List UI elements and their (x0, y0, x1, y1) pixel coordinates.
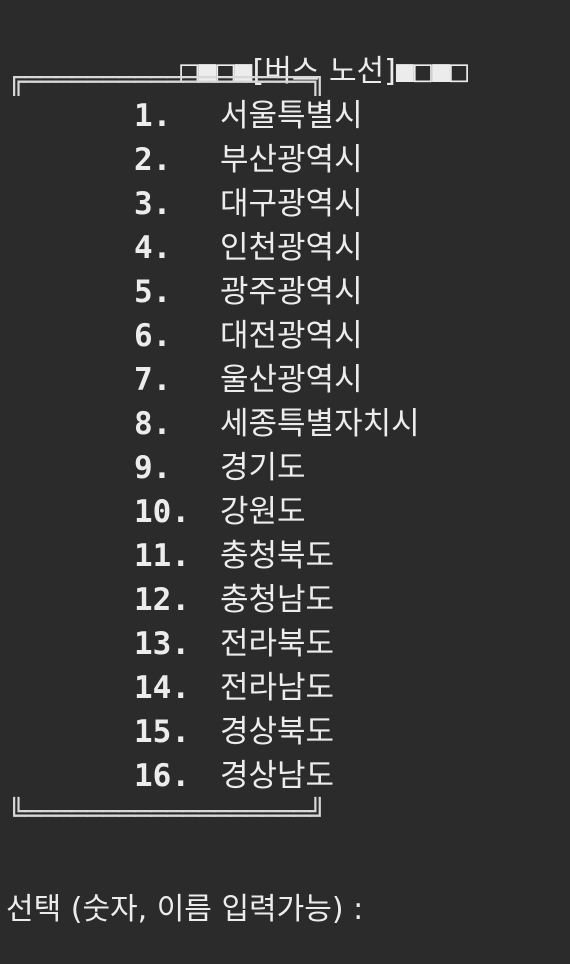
menu-item-number: 11. (134, 538, 190, 574)
menu-item: 10. 강원도 (134, 490, 306, 534)
menu-item-number: 16. (134, 758, 190, 794)
title-right-deco: ■□■□ (395, 54, 469, 89)
frame-top-border: ╔══════════════════╗ (8, 63, 326, 96)
menu-item: 8. 세종특별자치시 (134, 402, 420, 446)
menu-item-label: 경상북도 (220, 714, 335, 750)
menu-item-label: 울산광역시 (220, 362, 363, 398)
title-left-deco: □■□■ (180, 54, 253, 89)
menu-item-number: 3. (134, 186, 172, 222)
menu-item: 11. 충청북도 (134, 534, 334, 578)
menu-item-label: 충청북도 (220, 538, 335, 574)
menu-item-number: 5. (134, 274, 172, 310)
prompt-text: 선택 (숫자, 이름 입력가능) : (6, 892, 364, 927)
menu-item-label: 전라북도 (220, 626, 335, 662)
menu-item-label: 부산광역시 (220, 142, 363, 178)
menu-item: 12. 충청남도 (134, 578, 334, 622)
menu-item-label: 충청남도 (220, 582, 335, 618)
menu-item: 1. 서울특별시 (134, 94, 363, 138)
menu-item-number: 13. (134, 626, 190, 662)
menu-item: 7. 울산광역시 (134, 358, 363, 402)
menu-item-number: 7. (134, 362, 172, 398)
menu-item-number: 10. (134, 494, 190, 530)
menu-item-label: 세종특별자치시 (220, 406, 420, 442)
menu-item: 14. 전라남도 (134, 666, 334, 710)
menu-item-number: 1. (134, 98, 172, 134)
menu-item-label: 대전광역시 (220, 318, 363, 354)
menu-item: 13. 전라북도 (134, 622, 334, 666)
frame-bottom-border: ╚══════════════════╝ (8, 797, 326, 830)
menu-item: 15. 경상북도 (134, 710, 334, 754)
menu-item-number: 6. (134, 318, 172, 354)
menu-item-label: 인천광역시 (220, 230, 363, 266)
menu-item-number: 12. (134, 582, 190, 618)
menu-item: 9. 경기도 (134, 446, 306, 490)
menu-item: 2. 부산광역시 (134, 138, 363, 182)
menu-item: 6. 대전광역시 (134, 314, 363, 358)
menu-item-label: 경기도 (220, 450, 306, 486)
menu-item-label: 대구광역시 (220, 186, 363, 222)
menu-item-label: 강원도 (220, 494, 306, 530)
menu-item-number: 14. (134, 670, 190, 706)
menu-item: 4. 인천광역시 (134, 226, 363, 270)
menu-item-label: 경상남도 (220, 758, 335, 794)
title-text: [버스 노선] (252, 54, 396, 89)
menu-item-number: 8. (134, 406, 172, 442)
menu-item: 5. 광주광역시 (134, 270, 363, 314)
menu-item-number: 2. (134, 142, 172, 178)
menu-item: 3. 대구광역시 (134, 182, 363, 226)
menu-item-number: 4. (134, 230, 172, 266)
menu-item-label: 전라남도 (220, 670, 335, 706)
menu-item-label: 서울특별시 (220, 98, 363, 134)
menu-item-label: 광주광역시 (220, 274, 363, 310)
menu-item: 16. 경상남도 (134, 754, 334, 798)
menu-item-number: 15. (134, 714, 190, 750)
input-prompt[interactable]: 선택 (숫자, 이름 입력가능) : (6, 888, 363, 932)
menu-item-number: 9. (134, 450, 172, 486)
menu-title: □■□■[버스 노선]■□■□ (108, 6, 468, 89)
